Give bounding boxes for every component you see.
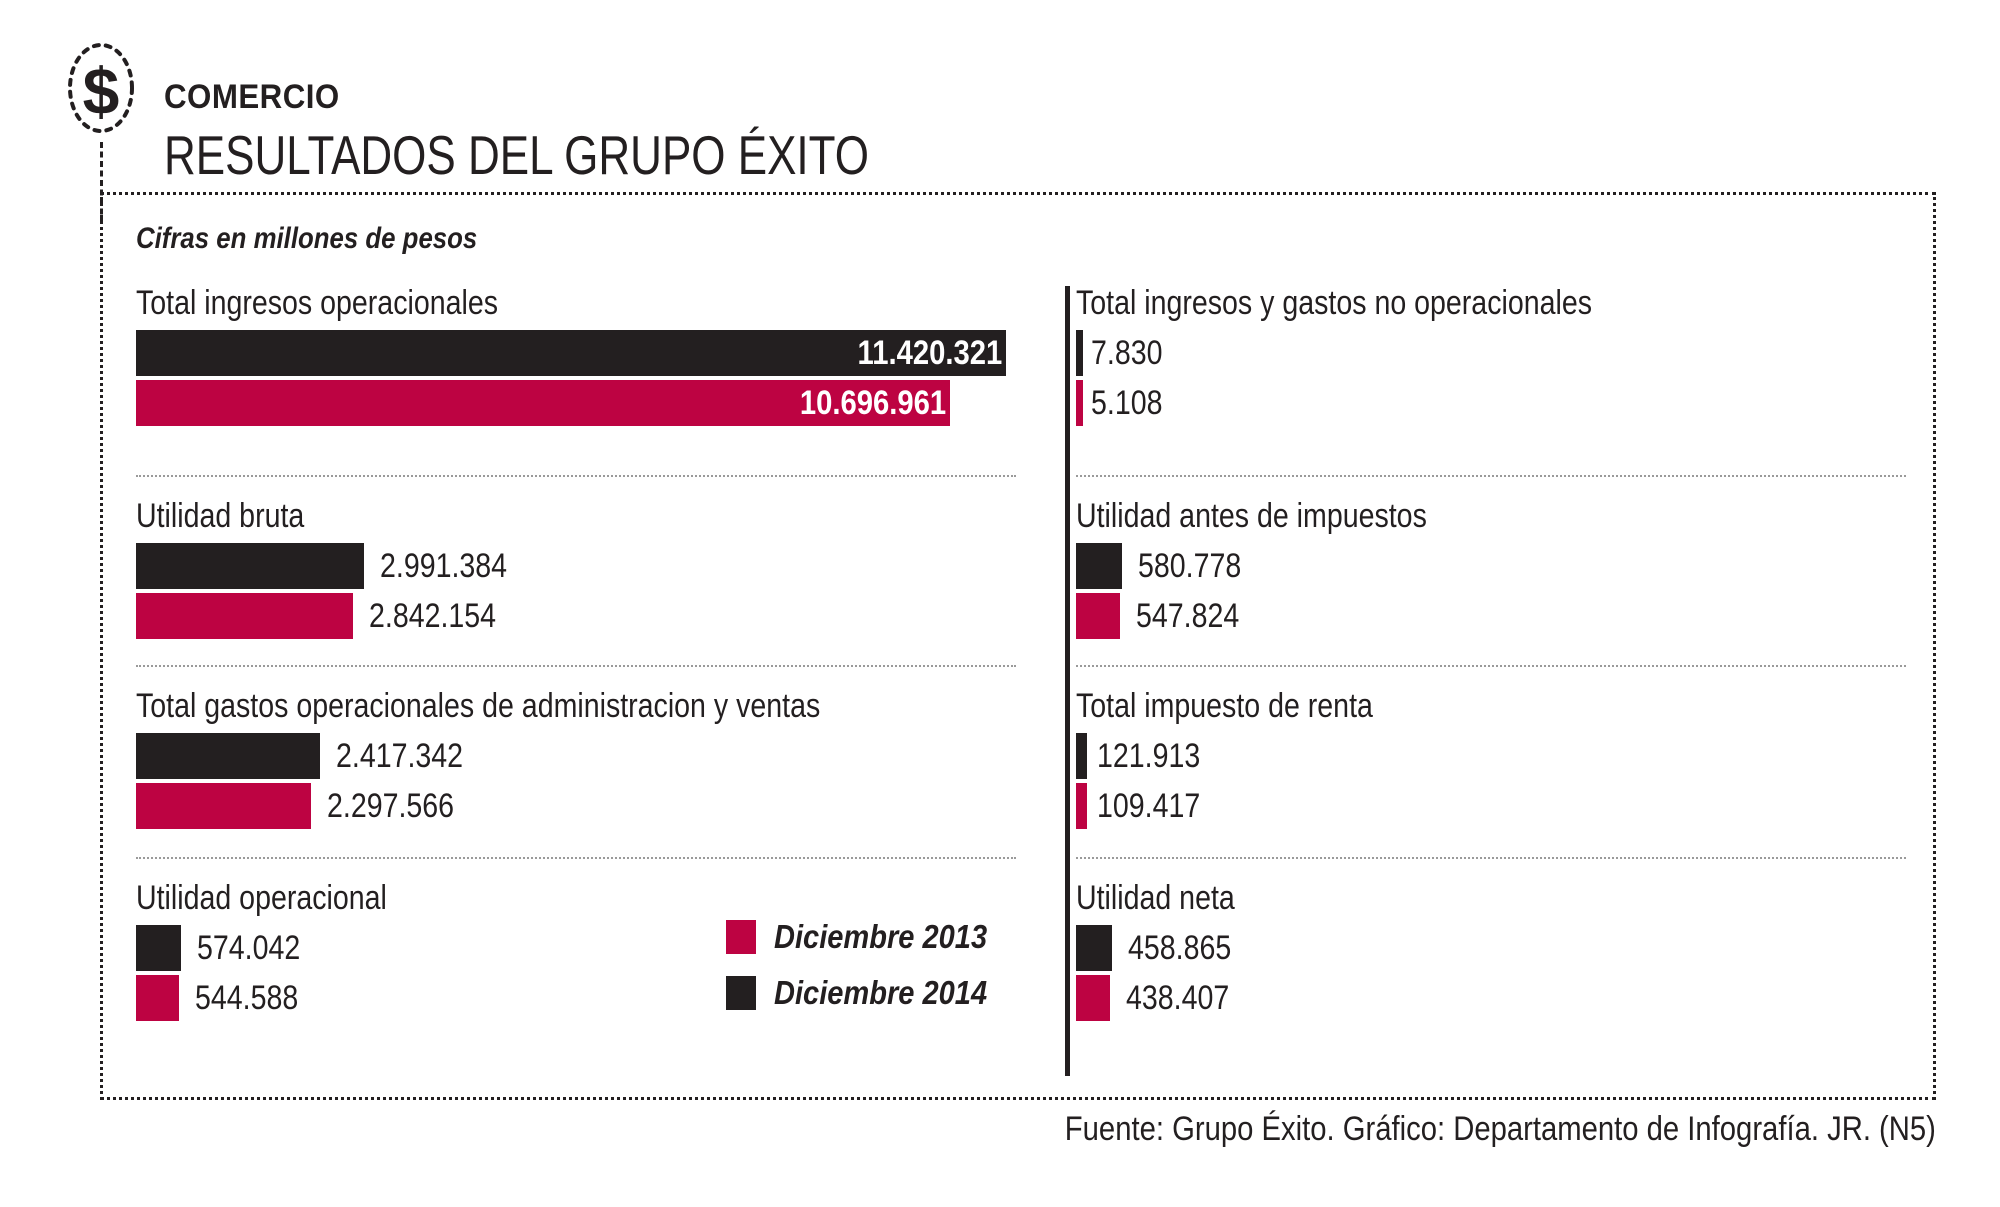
bar-row: 2.417.342	[136, 733, 1016, 779]
bar-value-2014: 2.991.384	[380, 547, 508, 585]
units-note: Cifras en millones de pesos	[136, 222, 478, 255]
header: $ COMERCIO RESULTADOS DEL GRUPO ÉXITO	[60, 30, 1940, 224]
bar-row: 121.913	[1076, 733, 1906, 779]
bar-2014	[1076, 925, 1112, 971]
bar-value-2013: 547.824	[1136, 597, 1240, 635]
metric-group-label: Utilidad operacional	[136, 879, 387, 917]
left-column: Total ingresos operacionales 11.420.321 …	[136, 282, 1016, 1082]
bar-row: 11.420.321	[136, 330, 1016, 376]
metric-group: Total ingresos y gastos no operacionales…	[1076, 282, 1906, 477]
metric-group: Utilidad operacional 574.042 544.588	[136, 859, 1016, 1031]
metric-group-label: Total gastos operacionales de administra…	[136, 687, 821, 725]
bar-row: 574.042	[136, 925, 1016, 971]
metric-group: Utilidad antes de impuestos 580.778 547.…	[1076, 477, 1906, 667]
right-column: Total ingresos y gastos no operacionales…	[1076, 282, 1906, 1082]
bar-row: 5.108	[1076, 380, 1906, 426]
metric-group: Utilidad bruta 2.991.384 2.842.154	[136, 477, 1016, 667]
bar-value-2013: 2.297.566	[327, 787, 455, 825]
bar-row: 7.830	[1076, 330, 1906, 376]
metric-group: Total impuesto de renta 121.913 109.417	[1076, 667, 1906, 859]
bar-row: 580.778	[1076, 543, 1906, 589]
bar-value-2014: 121.913	[1097, 737, 1201, 775]
bar-2014	[136, 330, 1006, 376]
dollar-sign-icon: $	[64, 38, 138, 142]
svg-text:$: $	[83, 54, 120, 128]
metric-group-label: Utilidad bruta	[136, 497, 305, 535]
bar-2013	[136, 380, 950, 426]
badge-connector-line	[100, 142, 103, 224]
metric-group-label: Total ingresos y gastos no operacionales	[1076, 284, 1592, 322]
bar-value-2014: 2.417.342	[336, 737, 464, 775]
bar-value-2014: 574.042	[197, 929, 301, 967]
legend-swatch-icon	[726, 976, 756, 1010]
bar-value-2014: 7.830	[1091, 334, 1163, 372]
bar-value-2013: 109.417	[1097, 787, 1201, 825]
bar-2014	[1076, 543, 1122, 589]
bar-2013	[136, 783, 311, 829]
bar-row: 544.588	[136, 975, 1016, 1021]
bar-row: 2.297.566	[136, 783, 1016, 829]
bar-2013	[1076, 783, 1087, 829]
legend-item-2014: Diciembre 2014	[726, 974, 1026, 1012]
legend-swatch-icon	[726, 920, 756, 954]
bar-value-2014: 580.778	[1138, 547, 1242, 585]
column-divider	[1065, 286, 1070, 1076]
bar-2013	[136, 975, 179, 1021]
bar-2013	[136, 593, 353, 639]
bar-value-2013: 438.407	[1126, 979, 1230, 1017]
bar-row: 458.865	[1076, 925, 1906, 971]
content-frame	[100, 192, 1936, 1100]
bar-2013	[1076, 593, 1120, 639]
metric-group-label: Utilidad antes de impuestos	[1076, 497, 1427, 535]
bar-value-2013: 5.108	[1091, 384, 1163, 422]
metric-group-label: Total impuesto de renta	[1076, 687, 1373, 725]
bar-row: 438.407	[1076, 975, 1906, 1021]
metric-group-label: Total ingresos operacionales	[136, 284, 498, 322]
legend-label: Diciembre 2013	[774, 918, 988, 955]
bar-row: 10.696.961	[136, 380, 1016, 426]
bar-2014	[1076, 733, 1087, 779]
section-kicker: COMERCIO	[164, 78, 340, 116]
bar-value-2014: 458.865	[1128, 929, 1232, 967]
legend-label: Diciembre 2014	[774, 974, 988, 1011]
metric-group: Total ingresos operacionales 11.420.321 …	[136, 282, 1016, 477]
bar-row: 2.842.154	[136, 593, 1016, 639]
bar-row: 547.824	[1076, 593, 1906, 639]
bar-2014	[136, 733, 320, 779]
bar-2013	[1076, 975, 1110, 1021]
bar-value-2014: 11.420.321	[857, 334, 1002, 372]
bar-value-2013: 2.842.154	[369, 597, 497, 635]
metric-group: Total gastos operacionales de administra…	[136, 667, 1016, 859]
bar-row: 2.991.384	[136, 543, 1016, 589]
page-title: RESULTADOS DEL GRUPO ÉXITO	[164, 124, 869, 186]
bar-value-2013: 544.588	[195, 979, 299, 1017]
bar-value-2013: 10.696.961	[799, 384, 946, 422]
bar-2014	[136, 925, 181, 971]
bar-2014	[136, 543, 364, 589]
source-credit: Fuente: Grupo Éxito. Gráfico: Departamen…	[1064, 1110, 1936, 1148]
metric-group: Utilidad neta 458.865 438.407	[1076, 859, 1906, 1031]
legend: Diciembre 2013 Diciembre 2014	[726, 918, 1026, 1030]
bar-2014	[1076, 330, 1083, 376]
bar-2013	[1076, 380, 1083, 426]
metrics-columns: Total ingresos operacionales 11.420.321 …	[136, 282, 1906, 1082]
legend-item-2013: Diciembre 2013	[726, 918, 1026, 956]
bar-row: 109.417	[1076, 783, 1906, 829]
metric-group-label: Utilidad neta	[1076, 879, 1235, 917]
